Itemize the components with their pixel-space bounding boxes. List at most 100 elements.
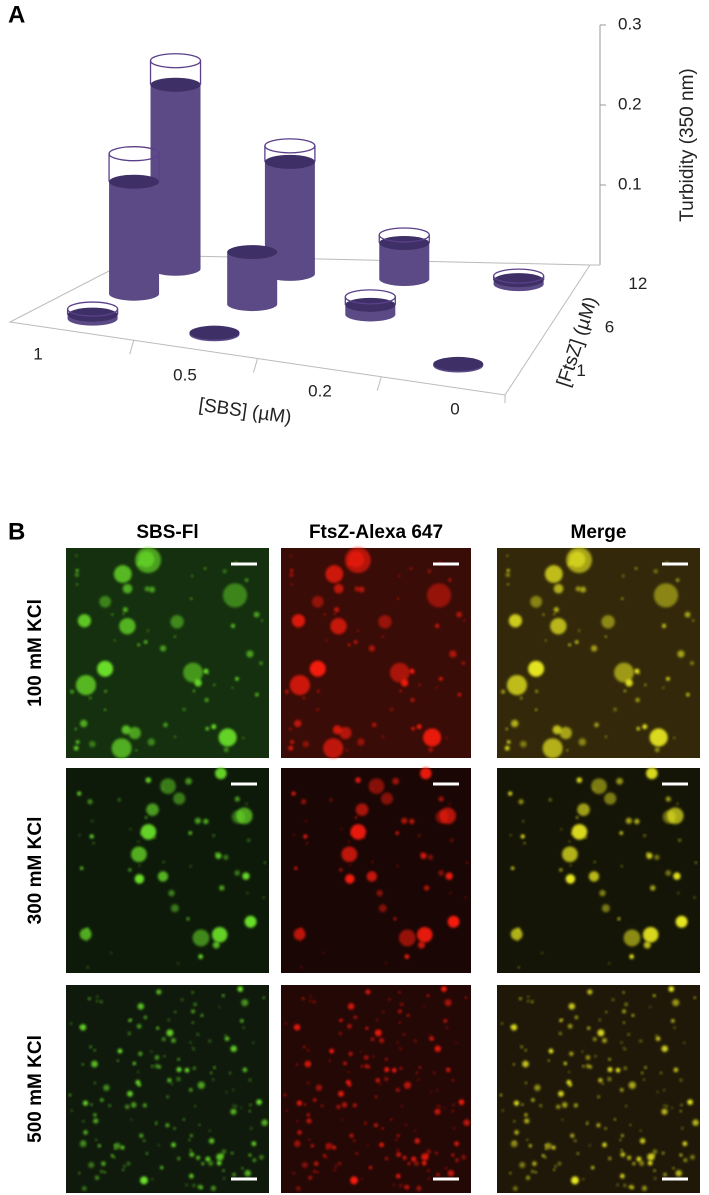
droplet bbox=[157, 1144, 160, 1147]
droplet bbox=[251, 1141, 257, 1147]
droplet bbox=[427, 1169, 430, 1172]
droplet bbox=[353, 1139, 356, 1142]
depth-axis-label: [FtsZ] (µM) bbox=[553, 294, 602, 389]
droplet bbox=[248, 1110, 251, 1113]
droplet bbox=[116, 1059, 119, 1062]
droplet bbox=[625, 1105, 628, 1108]
droplet bbox=[368, 645, 375, 652]
droplet bbox=[544, 1144, 547, 1147]
droplet bbox=[501, 1109, 504, 1112]
droplet bbox=[81, 1063, 84, 1066]
x-divider bbox=[376, 376, 382, 391]
droplet bbox=[127, 1090, 133, 1097]
droplet bbox=[428, 1034, 432, 1037]
droplet bbox=[621, 597, 624, 600]
droplet bbox=[653, 994, 656, 997]
droplet bbox=[568, 1003, 576, 1010]
droplet bbox=[310, 1144, 314, 1148]
droplet bbox=[234, 870, 241, 876]
droplet bbox=[323, 738, 344, 759]
droplet bbox=[247, 838, 251, 842]
droplet bbox=[182, 1118, 185, 1121]
droplet bbox=[190, 597, 193, 600]
droplet bbox=[137, 1070, 140, 1073]
droplet bbox=[326, 1147, 329, 1150]
droplet bbox=[230, 1151, 234, 1155]
droplet bbox=[417, 834, 421, 837]
droplet bbox=[194, 1105, 197, 1108]
droplet bbox=[615, 1067, 621, 1073]
droplet bbox=[439, 807, 456, 825]
droplet bbox=[100, 1170, 104, 1173]
droplet bbox=[524, 1081, 527, 1085]
droplet bbox=[404, 954, 410, 959]
droplet bbox=[313, 1161, 319, 1166]
micrograph bbox=[66, 547, 269, 759]
droplet bbox=[193, 1002, 197, 1007]
droplet bbox=[586, 1122, 589, 1125]
droplet bbox=[521, 1103, 524, 1106]
droplet bbox=[289, 727, 292, 731]
droplet bbox=[381, 1127, 384, 1130]
droplet bbox=[504, 745, 510, 751]
droplet bbox=[82, 1100, 89, 1106]
droplet bbox=[561, 1018, 564, 1021]
droplet bbox=[299, 927, 304, 932]
droplet bbox=[435, 1151, 438, 1155]
droplet bbox=[629, 954, 634, 959]
droplet bbox=[211, 926, 228, 943]
droplet bbox=[225, 1091, 228, 1094]
droplet bbox=[70, 1109, 73, 1112]
droplet bbox=[117, 798, 121, 802]
droplet bbox=[382, 1011, 385, 1014]
droplet bbox=[198, 1123, 201, 1126]
droplet bbox=[390, 1118, 393, 1121]
cylinder-top bbox=[67, 307, 118, 322]
droplet bbox=[192, 929, 210, 947]
droplet bbox=[237, 986, 244, 992]
droplet bbox=[535, 708, 538, 711]
droplet bbox=[119, 617, 136, 635]
droplet bbox=[591, 1166, 595, 1170]
droplet bbox=[343, 1061, 347, 1066]
droplet bbox=[255, 692, 259, 697]
droplet bbox=[517, 966, 520, 969]
droplet bbox=[341, 1102, 348, 1108]
droplet bbox=[388, 998, 391, 1002]
droplet bbox=[114, 1142, 121, 1150]
droplet bbox=[259, 1154, 264, 1160]
droplet bbox=[514, 1130, 519, 1135]
droplet bbox=[539, 1104, 542, 1107]
droplet bbox=[527, 999, 530, 1003]
droplet bbox=[644, 683, 647, 687]
droplet bbox=[174, 1011, 177, 1014]
droplet bbox=[397, 1009, 402, 1014]
droplet bbox=[372, 1055, 375, 1058]
droplet bbox=[75, 675, 97, 696]
droplet bbox=[563, 1061, 567, 1066]
droplet bbox=[666, 807, 684, 825]
droplet bbox=[653, 1169, 656, 1172]
droplet bbox=[568, 643, 571, 647]
droplet bbox=[573, 1139, 577, 1142]
droplet bbox=[89, 1045, 92, 1049]
micrograph-background bbox=[66, 768, 269, 973]
droplet bbox=[136, 1023, 142, 1029]
droplet bbox=[234, 1105, 238, 1108]
droplet bbox=[145, 777, 152, 783]
droplet bbox=[200, 1014, 204, 1017]
droplet bbox=[520, 1045, 523, 1049]
z-axis-label: Turbidity (350 nm) bbox=[677, 68, 698, 221]
droplet bbox=[544, 639, 547, 642]
droplet bbox=[96, 999, 99, 1003]
droplet bbox=[347, 840, 351, 843]
droplet bbox=[461, 661, 465, 665]
droplet bbox=[526, 1138, 529, 1141]
micrograph-background bbox=[281, 548, 471, 758]
droplet bbox=[553, 1168, 556, 1171]
droplet bbox=[99, 1000, 103, 1003]
droplet bbox=[80, 866, 84, 870]
droplet bbox=[455, 1158, 459, 1162]
droplet bbox=[393, 917, 397, 921]
droplet bbox=[454, 1141, 459, 1147]
